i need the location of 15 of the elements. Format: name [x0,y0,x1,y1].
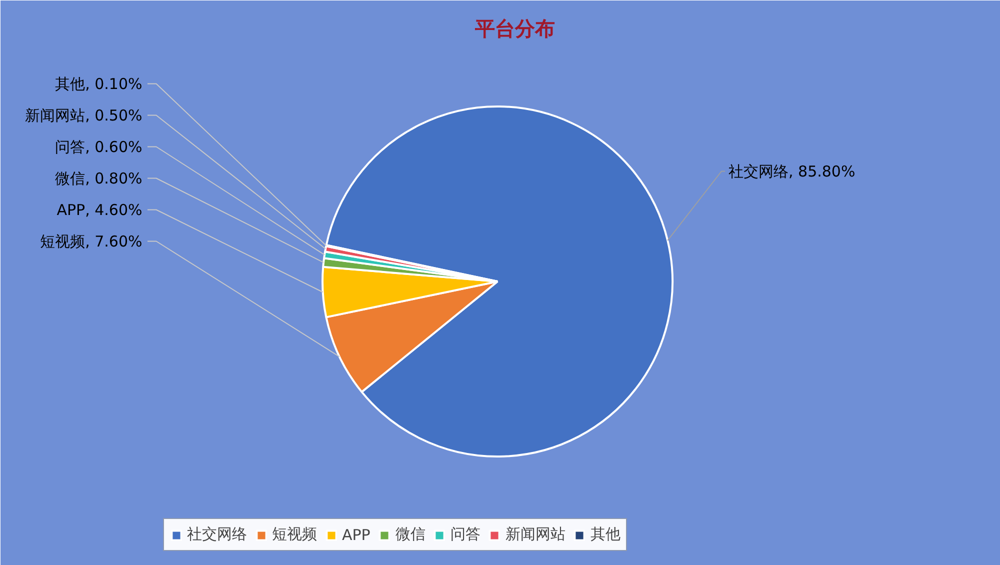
legend-label: 其他 [590,525,620,544]
legend-label: 问答 [450,525,480,544]
legend-label: 新闻网站 [505,525,566,544]
legend-label: 微信 [395,525,426,544]
data-label: APP, 4.60% [56,200,142,219]
data-label: 问答, 0.60% [55,138,142,156]
data-label: 其他, 0.10% [55,74,142,93]
chart-title: 平台分布 [474,16,555,40]
legend-label: 社交网络 [187,525,247,544]
data-label: 社交网络, 85.80% [728,162,856,180]
data-label: 微信, 0.80% [55,169,142,188]
legend-label: APP [342,526,370,544]
legend-label: 短视频 [272,525,317,544]
data-label: 短视频, 7.60% [40,232,142,250]
data-label: 新闻网站, 0.50% [25,106,142,124]
